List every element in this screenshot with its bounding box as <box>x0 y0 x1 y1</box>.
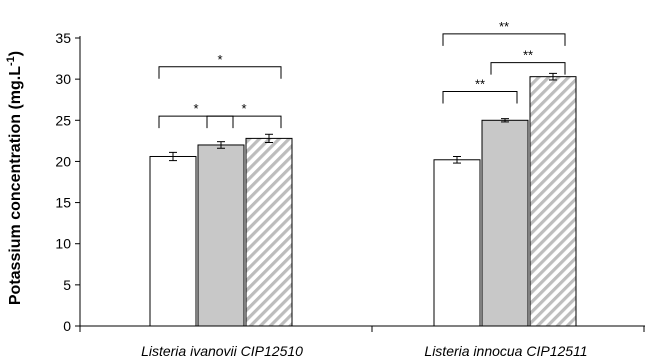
y-axis-title-superscript: -1 <box>5 56 17 66</box>
y-tick-label: 30 <box>55 71 71 87</box>
y-axis-title-close: ) <box>7 51 24 56</box>
x-category-label: Listeria innocua CIP12511 <box>424 343 587 359</box>
y-tick-label: 0 <box>63 318 71 334</box>
bar <box>245 137 293 327</box>
significance-bracket <box>206 115 282 129</box>
significance-label: * <box>241 101 246 116</box>
bar <box>433 159 481 327</box>
y-tick-label: 5 <box>63 277 71 293</box>
y-tick-label: 35 <box>55 30 71 46</box>
significance-bracket <box>442 33 566 46</box>
bar <box>529 76 577 327</box>
significance-label: ** <box>523 48 533 63</box>
significance-bracket <box>158 115 234 129</box>
significance-label: * <box>217 52 222 67</box>
y-tick-label: 20 <box>55 153 71 169</box>
y-tick-label: 15 <box>55 195 71 211</box>
significance-bracket <box>490 62 566 75</box>
y-axis-title-text: Potassium concentration (mg.L <box>7 66 24 305</box>
significance-bracket <box>158 66 282 79</box>
bar <box>481 119 529 327</box>
y-tick-label: 10 <box>55 236 71 252</box>
significance-bracket <box>442 90 518 104</box>
y-tick-label: 25 <box>55 112 71 128</box>
bar <box>197 144 245 327</box>
bar <box>149 155 197 327</box>
y-axis-title: Potassium concentration (mg.L-1) <box>5 51 24 305</box>
x-category-label: Listeria ivanovii CIP12510 <box>141 343 303 359</box>
significance-label: * <box>193 101 198 116</box>
significance-label: ** <box>475 76 485 91</box>
significance-label: ** <box>499 19 509 34</box>
